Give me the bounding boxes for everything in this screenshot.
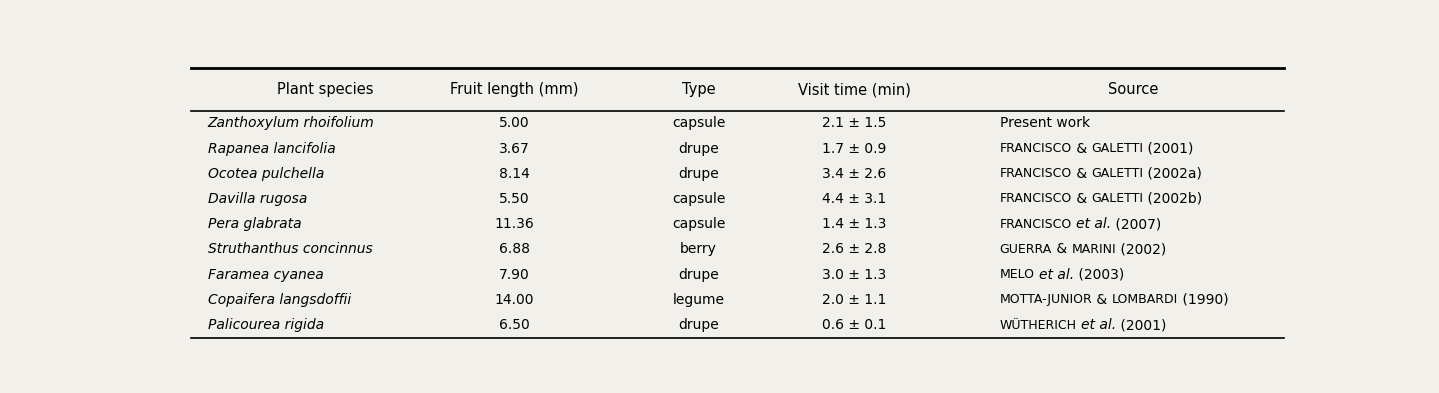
Text: LOMBARDI: LOMBARDI: [1112, 293, 1179, 306]
Text: GALETTI: GALETTI: [1091, 193, 1144, 206]
Text: drupe: drupe: [678, 167, 720, 181]
Text: et al.: et al.: [1076, 217, 1111, 231]
Text: Ocotea pulchella: Ocotea pulchella: [207, 167, 324, 181]
Text: 1.7 ± 0.9: 1.7 ± 0.9: [823, 141, 886, 156]
Text: (2002a): (2002a): [1144, 167, 1202, 181]
Text: legume: legume: [672, 293, 724, 307]
Text: berry: berry: [681, 242, 717, 256]
Text: GALETTI: GALETTI: [1091, 167, 1144, 180]
Text: (2007): (2007): [1111, 217, 1161, 231]
Text: Fruit length (mm): Fruit length (mm): [450, 82, 578, 97]
Text: (2002b): (2002b): [1144, 192, 1203, 206]
Text: GUERRA: GUERRA: [1000, 243, 1052, 256]
Text: MARINI: MARINI: [1071, 243, 1115, 256]
Text: 2.1 ± 1.5: 2.1 ± 1.5: [823, 116, 886, 130]
Text: (2001): (2001): [1117, 318, 1167, 332]
Text: Type: Type: [682, 82, 715, 97]
Text: FRANCISCO: FRANCISCO: [1000, 193, 1072, 206]
Text: &: &: [1092, 293, 1112, 307]
Text: 14.00: 14.00: [495, 293, 534, 307]
Text: drupe: drupe: [678, 318, 720, 332]
Text: et al.: et al.: [1039, 268, 1073, 282]
Text: &: &: [1052, 242, 1071, 256]
Text: 6.50: 6.50: [499, 318, 530, 332]
Text: 3.0 ± 1.3: 3.0 ± 1.3: [823, 268, 886, 282]
Text: et al.: et al.: [1081, 318, 1117, 332]
Text: FRANCISCO: FRANCISCO: [1000, 167, 1072, 180]
Text: WÜTHERICH: WÜTHERICH: [1000, 319, 1076, 332]
Text: &: &: [1072, 141, 1091, 156]
Text: Plant species: Plant species: [276, 82, 373, 97]
Text: (2003): (2003): [1073, 268, 1124, 282]
Text: Visit time (min): Visit time (min): [799, 82, 911, 97]
Text: 3.67: 3.67: [499, 141, 530, 156]
Text: FRANCISCO: FRANCISCO: [1000, 142, 1072, 155]
Text: 5.00: 5.00: [499, 116, 530, 130]
Text: 5.50: 5.50: [499, 192, 530, 206]
Text: 8.14: 8.14: [499, 167, 530, 181]
Text: capsule: capsule: [672, 116, 725, 130]
Text: (2002): (2002): [1115, 242, 1166, 256]
Text: Pera glabrata: Pera glabrata: [207, 217, 301, 231]
Text: Present work: Present work: [1000, 116, 1089, 130]
Text: 1.4 ± 1.3: 1.4 ± 1.3: [823, 217, 886, 231]
Text: Source: Source: [1108, 82, 1158, 97]
Text: drupe: drupe: [678, 268, 720, 282]
Text: Struthanthus concinnus: Struthanthus concinnus: [207, 242, 373, 256]
Text: FRANCISCO: FRANCISCO: [1000, 218, 1072, 231]
Text: 7.90: 7.90: [499, 268, 530, 282]
Text: drupe: drupe: [678, 141, 720, 156]
Text: 3.4 ± 2.6: 3.4 ± 2.6: [823, 167, 886, 181]
Text: Faramea cyanea: Faramea cyanea: [207, 268, 324, 282]
Text: GALETTI: GALETTI: [1091, 142, 1144, 155]
Text: 2.0 ± 1.1: 2.0 ± 1.1: [823, 293, 886, 307]
Text: &: &: [1072, 192, 1091, 206]
Text: Palicourea rigida: Palicourea rigida: [207, 318, 324, 332]
Text: 11.36: 11.36: [495, 217, 534, 231]
Text: 4.4 ± 3.1: 4.4 ± 3.1: [823, 192, 886, 206]
Text: (1990): (1990): [1179, 293, 1229, 307]
Text: capsule: capsule: [672, 217, 725, 231]
Text: Zanthoxylum rhoifolium: Zanthoxylum rhoifolium: [207, 116, 374, 130]
Text: Rapanea lancifolia: Rapanea lancifolia: [207, 141, 335, 156]
Text: 0.6 ± 0.1: 0.6 ± 0.1: [823, 318, 886, 332]
Text: 2.6 ± 2.8: 2.6 ± 2.8: [823, 242, 886, 256]
Text: (2001): (2001): [1144, 141, 1194, 156]
Text: Davilla rugosa: Davilla rugosa: [207, 192, 307, 206]
Text: Copaifera langsdoffii: Copaifera langsdoffii: [207, 293, 351, 307]
Text: MOTTA-JUNIOR: MOTTA-JUNIOR: [1000, 293, 1092, 306]
Text: &: &: [1072, 167, 1091, 181]
Text: MELO: MELO: [1000, 268, 1035, 281]
Text: 6.88: 6.88: [499, 242, 530, 256]
Text: capsule: capsule: [672, 192, 725, 206]
